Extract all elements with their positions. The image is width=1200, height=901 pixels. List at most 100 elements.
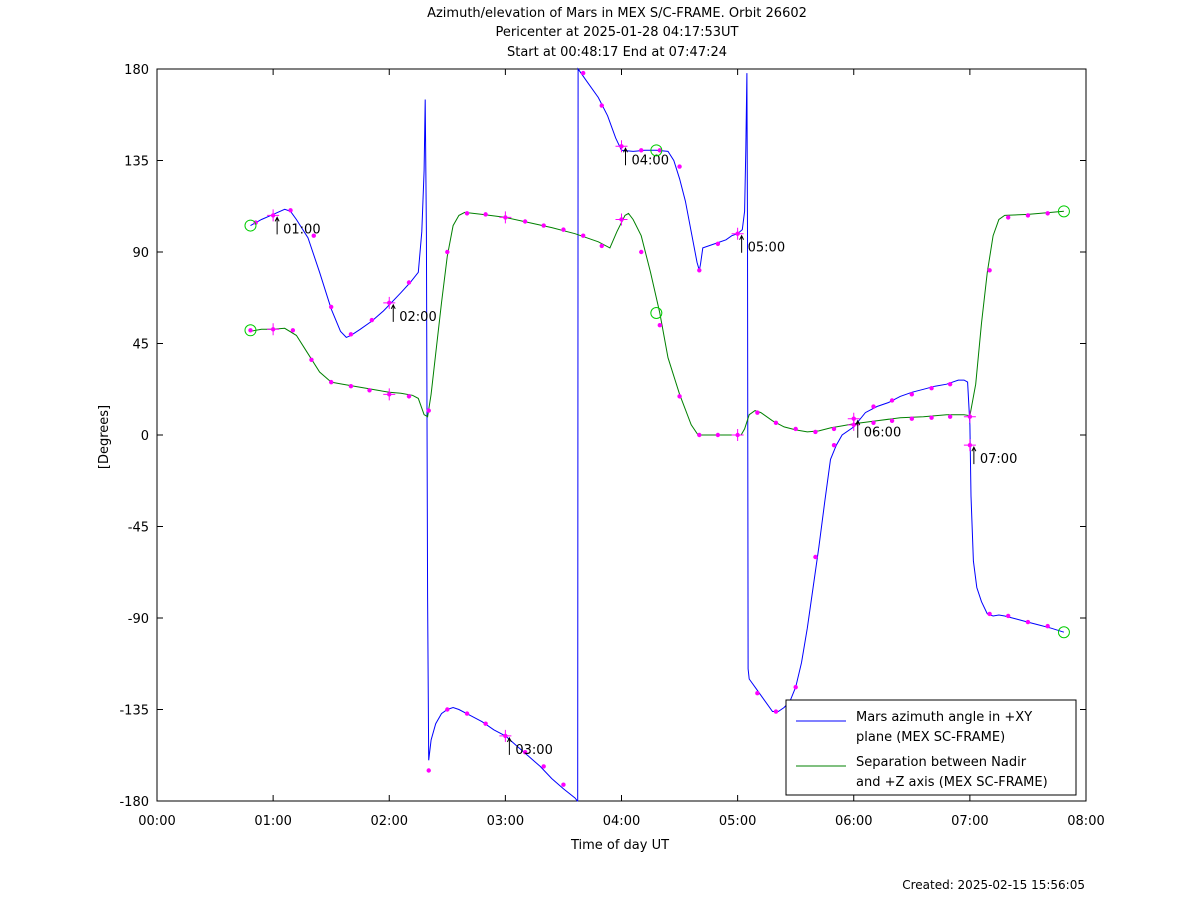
data-point bbox=[909, 392, 915, 397]
data-point bbox=[406, 280, 412, 285]
hour-plus-marker bbox=[267, 209, 280, 222]
data-point bbox=[426, 768, 431, 773]
y-tick-label: 135 bbox=[124, 155, 149, 170]
data-point bbox=[773, 709, 779, 714]
data-point bbox=[328, 379, 334, 385]
data-point bbox=[813, 429, 818, 435]
data-point bbox=[1025, 619, 1031, 625]
data-point bbox=[348, 332, 354, 337]
data-point bbox=[677, 394, 682, 399]
hour-label: 06:00 bbox=[864, 426, 901, 441]
data-point bbox=[561, 782, 566, 787]
hour-label: 02:00 bbox=[399, 310, 436, 325]
data-point bbox=[426, 408, 431, 413]
data-point bbox=[773, 420, 779, 425]
data-point bbox=[348, 384, 354, 389]
hour-arrow bbox=[971, 446, 977, 465]
hour-plus-marker bbox=[615, 213, 628, 226]
hour-plus-marker bbox=[731, 429, 744, 441]
hour-label: 07:00 bbox=[980, 452, 1017, 467]
data-point bbox=[929, 386, 934, 391]
data-point bbox=[1005, 215, 1011, 220]
hour-arrow bbox=[739, 234, 745, 253]
data-point bbox=[445, 707, 450, 712]
axis-ticks bbox=[156, 68, 1087, 802]
endpoint-circle bbox=[650, 144, 663, 157]
hour-label: 03:00 bbox=[515, 743, 552, 758]
data-point bbox=[697, 268, 702, 273]
hour-plus-marker bbox=[963, 410, 976, 423]
hour-arrow bbox=[390, 303, 396, 322]
hour-arrow bbox=[506, 736, 512, 755]
data-point bbox=[947, 414, 953, 419]
data-point bbox=[288, 208, 293, 213]
data-point bbox=[715, 241, 721, 247]
legend-azimuth-line-1: Mars azimuth angle in +XY bbox=[856, 710, 1032, 725]
data-point bbox=[522, 750, 528, 755]
title-line-2: Pericenter at 2025-01-28 04:17:53UT bbox=[495, 25, 738, 40]
hour-plus-marker bbox=[963, 439, 976, 452]
x-tick-label: 03:00 bbox=[487, 814, 524, 829]
y-tick-label: -90 bbox=[128, 612, 149, 627]
data-point bbox=[639, 148, 644, 153]
y-tick-label: 45 bbox=[132, 338, 149, 353]
y-tick-label: -180 bbox=[119, 795, 149, 810]
point-markers: 01:00 02:00 03:00 04:00 05:00 06:00 07:00 bbox=[244, 70, 1070, 787]
legend: Mars azimuth angle in +XY plane (MEX SC-… bbox=[785, 699, 1077, 796]
hour-label: 05:00 bbox=[748, 241, 785, 256]
x-tick-label: 07:00 bbox=[951, 814, 988, 829]
y-tick-label: -135 bbox=[119, 704, 149, 719]
data-point bbox=[369, 317, 375, 323]
title-line-3: Start at 00:48:17 End at 07:47:24 bbox=[507, 45, 727, 60]
plot-frame bbox=[156, 68, 1087, 802]
data-point bbox=[541, 223, 546, 228]
x-tick-label: 06:00 bbox=[835, 814, 872, 829]
data-point bbox=[445, 249, 450, 255]
data-point bbox=[290, 328, 296, 333]
data-point bbox=[871, 404, 876, 409]
hour-plus-marker bbox=[267, 323, 280, 336]
data-point bbox=[987, 611, 992, 617]
data-point bbox=[406, 394, 412, 399]
data-point bbox=[248, 328, 253, 333]
data-point bbox=[831, 442, 837, 448]
hour-plus-marker bbox=[847, 412, 860, 425]
data-point bbox=[464, 211, 470, 216]
data-point bbox=[889, 418, 895, 423]
data-point bbox=[311, 233, 316, 238]
data-point bbox=[541, 764, 546, 769]
data-point bbox=[599, 243, 604, 249]
x-tick-label: 04:00 bbox=[603, 814, 640, 829]
data-point bbox=[909, 416, 915, 421]
hour-arrow bbox=[623, 147, 628, 166]
data-point bbox=[947, 381, 953, 387]
data-point bbox=[1045, 211, 1050, 216]
data-point bbox=[309, 357, 314, 362]
x-tick-label: 08:00 bbox=[1067, 814, 1104, 829]
chart-title: Azimuth/elevation of Mars in MEX S/C-FRA… bbox=[427, 6, 807, 60]
x-tick-label: 01:00 bbox=[254, 814, 291, 829]
y-tick-label: 180 bbox=[124, 63, 149, 78]
series-lines bbox=[250, 67, 1065, 802]
data-point bbox=[464, 711, 470, 716]
hour-plus-marker bbox=[499, 729, 512, 742]
data-point bbox=[328, 304, 334, 310]
x-tick-label: 05:00 bbox=[719, 814, 756, 829]
data-point bbox=[599, 103, 604, 108]
data-point bbox=[831, 426, 837, 432]
endpoint-circle bbox=[650, 307, 663, 319]
created-timestamp: Created: 2025-02-15 15:56:05 bbox=[902, 878, 1085, 892]
data-point bbox=[367, 388, 372, 393]
hour-arrow bbox=[855, 419, 861, 438]
hour-plus-marker bbox=[499, 211, 512, 224]
data-point bbox=[813, 554, 818, 560]
y-tick-label: 0 bbox=[141, 429, 149, 444]
series-line-separation bbox=[250, 210, 1064, 436]
data-point bbox=[657, 148, 663, 153]
y-tick-label: 90 bbox=[132, 246, 149, 261]
x-tick-label: 02:00 bbox=[371, 814, 408, 829]
y-axis-label: [Degrees] bbox=[97, 405, 112, 469]
endpoint-circle bbox=[1057, 205, 1070, 218]
y-tick-label: -45 bbox=[128, 521, 149, 536]
